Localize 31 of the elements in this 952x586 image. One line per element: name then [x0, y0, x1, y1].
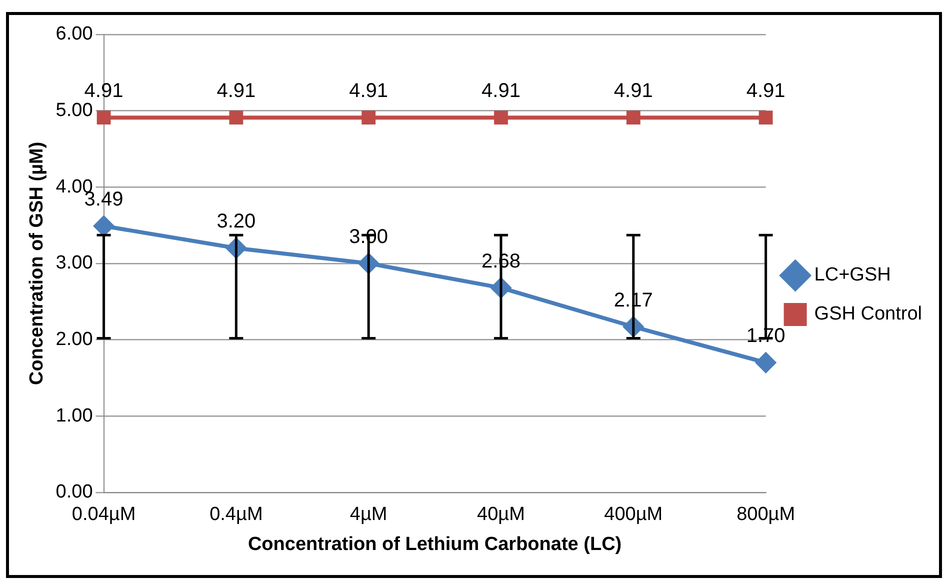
- x-tick-label: 4µM: [350, 504, 388, 526]
- point: [362, 110, 376, 125]
- y-tick-label: 2.00: [56, 328, 93, 350]
- data-label: 4.91: [84, 80, 124, 102]
- data-label: 4.91: [746, 80, 786, 102]
- data-label: 4.91: [482, 80, 520, 102]
- data-label: 4.91: [349, 80, 388, 102]
- data-label: 3.20: [216, 210, 256, 233]
- x-tick-label: 0.04µM: [72, 504, 136, 526]
- data-label: 4.91: [614, 80, 653, 102]
- x-tick-label: 40µM: [477, 504, 525, 526]
- y-tick-label: 3.00: [56, 252, 93, 274]
- point: [626, 110, 640, 125]
- legend-label: LC+GSH: [814, 264, 891, 286]
- point: [758, 110, 773, 125]
- y-axis-title: Concentration of GSH (µM): [26, 142, 48, 385]
- point: [494, 110, 508, 125]
- x-tick-label: 400µM: [604, 504, 663, 526]
- x-tick-label: 800µM: [736, 504, 796, 526]
- data-label: 1.70: [746, 325, 786, 348]
- y-tick-label: 0.00: [56, 482, 93, 503]
- y-tick-label: 1.00: [56, 405, 93, 426]
- x-tick-label: 0.4µM: [210, 504, 263, 526]
- data-label: 4.91: [216, 80, 256, 102]
- point: [756, 352, 776, 373]
- point: [229, 110, 244, 125]
- point: [94, 216, 114, 236]
- y-tick-label: 5.00: [56, 100, 93, 121]
- y-tick-label: 6.00: [56, 24, 93, 45]
- legend-label: GSH Control: [814, 304, 922, 325]
- x-axis-title: Concentration of Lethium Carbonate (LC): [248, 534, 622, 555]
